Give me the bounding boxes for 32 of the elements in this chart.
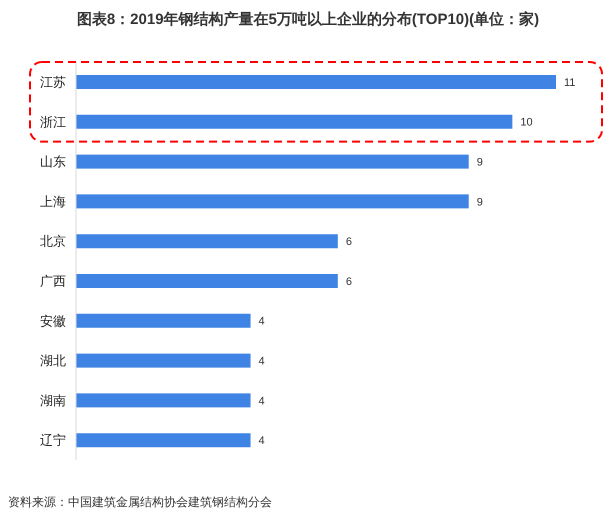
y-tick-label: 湖北	[40, 353, 66, 368]
y-tick-label: 江苏	[40, 74, 66, 90]
bar	[76, 154, 469, 169]
y-tick-label: 辽宁	[40, 432, 66, 448]
bar	[76, 314, 251, 328]
text: 资料来源：中国建筑金属结构协会建筑钢结构分会	[8, 494, 272, 511]
data-label: 9	[476, 196, 483, 208]
chart-title: 图表8：2019年钢结构产量在5万吨以上企业的分布(TOP10)(单位：家)	[76, 10, 540, 29]
bar	[76, 234, 338, 248]
data-label: 4	[258, 356, 265, 368]
bar	[76, 393, 251, 408]
bar	[76, 114, 512, 129]
y-tick-label: 安徽	[40, 313, 66, 328]
y-tick-label: 浙江	[40, 114, 66, 130]
data-label: 4	[258, 316, 265, 328]
bar	[76, 274, 338, 288]
y-tick-label: 北京	[40, 234, 66, 249]
bar	[76, 194, 469, 208]
data-label: 10	[520, 116, 533, 129]
y-tick-label: 山东	[40, 154, 66, 170]
data-label: 6	[346, 236, 352, 248]
data-label: 9	[476, 156, 483, 169]
data-label: 4	[258, 395, 265, 408]
data-label: 6	[346, 276, 352, 288]
bar	[76, 354, 251, 368]
y-tick-label: 广西	[40, 274, 66, 289]
data-label: 11	[564, 76, 576, 89]
data-label: 4	[258, 435, 265, 448]
bar	[76, 75, 556, 89]
y-tick-label: 湖南	[40, 392, 66, 408]
y-tick-label: 上海	[40, 194, 66, 209]
bar	[76, 433, 251, 448]
